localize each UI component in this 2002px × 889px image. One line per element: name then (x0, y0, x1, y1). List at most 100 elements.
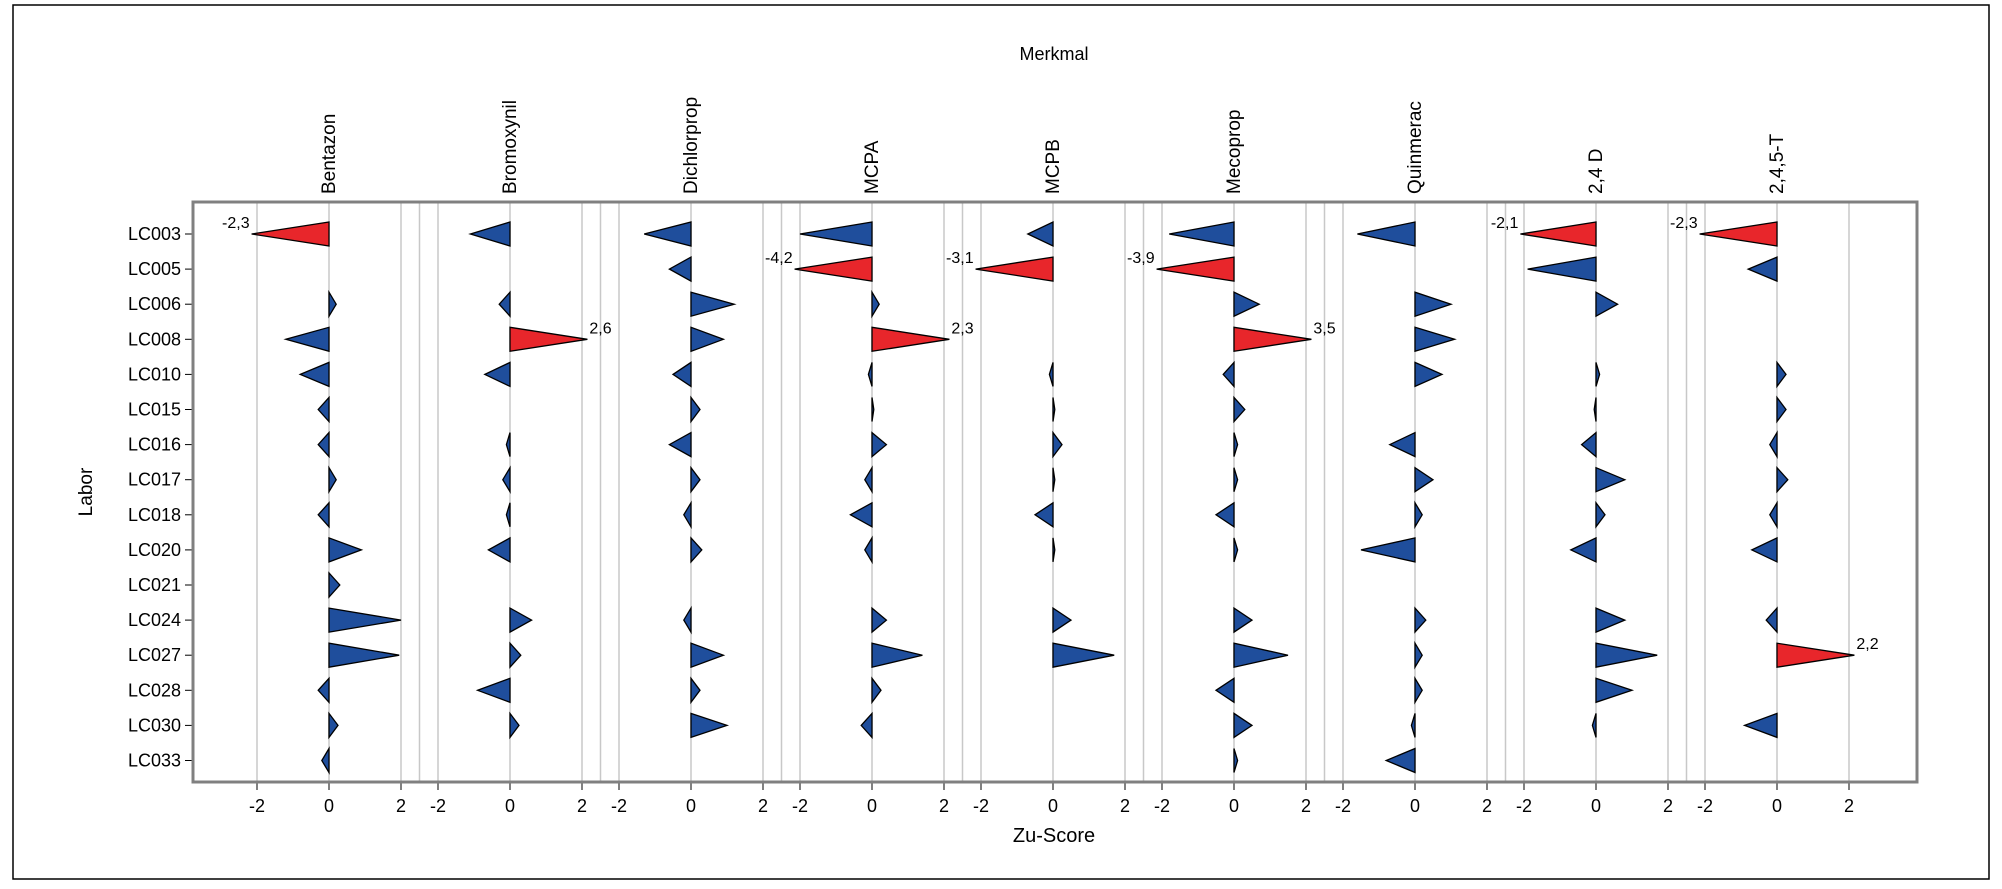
triangle-mark (509, 326, 588, 353)
triangle-mark (1746, 256, 1778, 283)
y-tick-label: LC006 (128, 294, 181, 314)
triangle-mark (690, 676, 701, 705)
triangle-mark (1520, 221, 1597, 247)
triangle-mark (483, 361, 511, 388)
triangle-mark (860, 711, 873, 740)
y-tick-label: LC020 (128, 540, 181, 560)
y-tick-label: LC033 (128, 751, 181, 771)
triangle-mark (328, 536, 364, 563)
triangle-mark (1414, 361, 1444, 388)
triangle-mark (505, 432, 511, 457)
panel-header-7: 2,4 D (1586, 149, 1607, 194)
triangle-mark (683, 500, 692, 530)
y-tick-label: LC028 (128, 680, 181, 700)
triangle-mark (1048, 362, 1054, 387)
triangle-mark (690, 291, 737, 318)
x-tick-label: 0 (867, 796, 877, 816)
triangle-mark (1595, 291, 1619, 318)
triangle-mark (690, 395, 701, 424)
triangle-mark (871, 606, 888, 634)
data-label: -4,2 (765, 250, 793, 267)
triangle-mark (690, 326, 726, 353)
triangle-mark (502, 465, 511, 495)
triangle-mark (1414, 326, 1457, 353)
triangle-mark (1233, 395, 1246, 424)
y-tick-label: LC024 (128, 610, 181, 630)
triangle-mark (328, 289, 337, 319)
x-tick-label: -2 (611, 796, 627, 816)
x-tick-label: 2 (1482, 796, 1492, 816)
y-tick-label: LC027 (128, 645, 181, 665)
y-tick-label: LC021 (128, 575, 181, 595)
triangle-mark (1595, 362, 1601, 387)
triangle-mark (1410, 713, 1416, 738)
x-tick-label: 2 (939, 796, 949, 816)
y-tick-label: LC017 (128, 470, 181, 490)
triangle-mark (468, 221, 511, 247)
triangle-mark (1414, 500, 1423, 530)
triangle-mark (1776, 395, 1787, 424)
y-axis-label: Labor (76, 467, 97, 516)
triangle-mark (317, 676, 330, 704)
triangle-mark (1233, 642, 1289, 669)
triangle-mark (509, 711, 520, 740)
triangle-mark (1593, 397, 1597, 422)
triangle-mark (1052, 642, 1115, 668)
triangle-mark (1765, 606, 1778, 634)
triangle-mark (975, 256, 1054, 282)
triangle-mark (317, 395, 330, 424)
x-tick-label: -2 (792, 796, 808, 816)
triangle-mark (1052, 467, 1056, 492)
triangle-mark (1388, 431, 1416, 458)
triangle-mark (1776, 466, 1789, 494)
triangle-mark (509, 641, 522, 669)
x-tick-label: -2 (1516, 796, 1532, 816)
x-tick-label: -2 (973, 796, 989, 816)
x-tick-label: -2 (1335, 796, 1351, 816)
triangle-mark (1233, 606, 1254, 634)
triangle-mark (1222, 360, 1235, 389)
triangle-mark (1769, 430, 1778, 459)
triangle-mark (1742, 712, 1778, 739)
triangle-mark (251, 221, 330, 247)
x-tick-label: 2 (758, 796, 768, 816)
triangle-mark (864, 535, 873, 565)
x-tick-label: 2 (1844, 796, 1854, 816)
triangle-mark (1580, 431, 1597, 458)
triangle-mark (1052, 430, 1063, 459)
x-tick-label: 0 (1772, 796, 1782, 816)
triangle-mark (1233, 467, 1239, 492)
triangle-mark (328, 642, 400, 668)
data-label: 2,3 (951, 320, 973, 337)
triangle-mark (328, 465, 337, 495)
triangle-mark (1414, 291, 1454, 318)
triangle-mark (1233, 537, 1239, 563)
x-axis-label: Zu-Score (1013, 825, 1095, 847)
panel-header-2: Dichlorprop (681, 97, 702, 194)
y-tick-label: LC016 (128, 435, 181, 455)
triangle-mark (1776, 360, 1787, 389)
triangle-mark (644, 221, 692, 247)
data-label: 2,6 (589, 320, 611, 337)
triangle-mark (1233, 712, 1254, 739)
x-tick-label: 0 (1410, 796, 1420, 816)
triangle-mark (1591, 713, 1597, 738)
y-tick-label: LC010 (128, 364, 181, 384)
plot-frame (191, 200, 1919, 784)
triangle-mark (849, 501, 873, 528)
panel-header-4: MCPB (1043, 139, 1064, 194)
panel-header-6: Quinmerac (1405, 101, 1426, 194)
triangle-mark (317, 501, 330, 529)
triangle-mark (328, 607, 402, 633)
triangle-mark (328, 711, 339, 740)
x-tick-label: 2 (577, 796, 587, 816)
data-label: -2,1 (1491, 215, 1519, 232)
panel-header-5: Mecoprop (1224, 110, 1245, 195)
triangle-mark (871, 431, 888, 458)
x-tick-label: 2 (396, 796, 406, 816)
triangle-mark (1033, 501, 1054, 529)
triangle-mark (1052, 606, 1073, 634)
x-tick-label: 2 (1301, 796, 1311, 816)
triangle-mark (683, 605, 692, 635)
